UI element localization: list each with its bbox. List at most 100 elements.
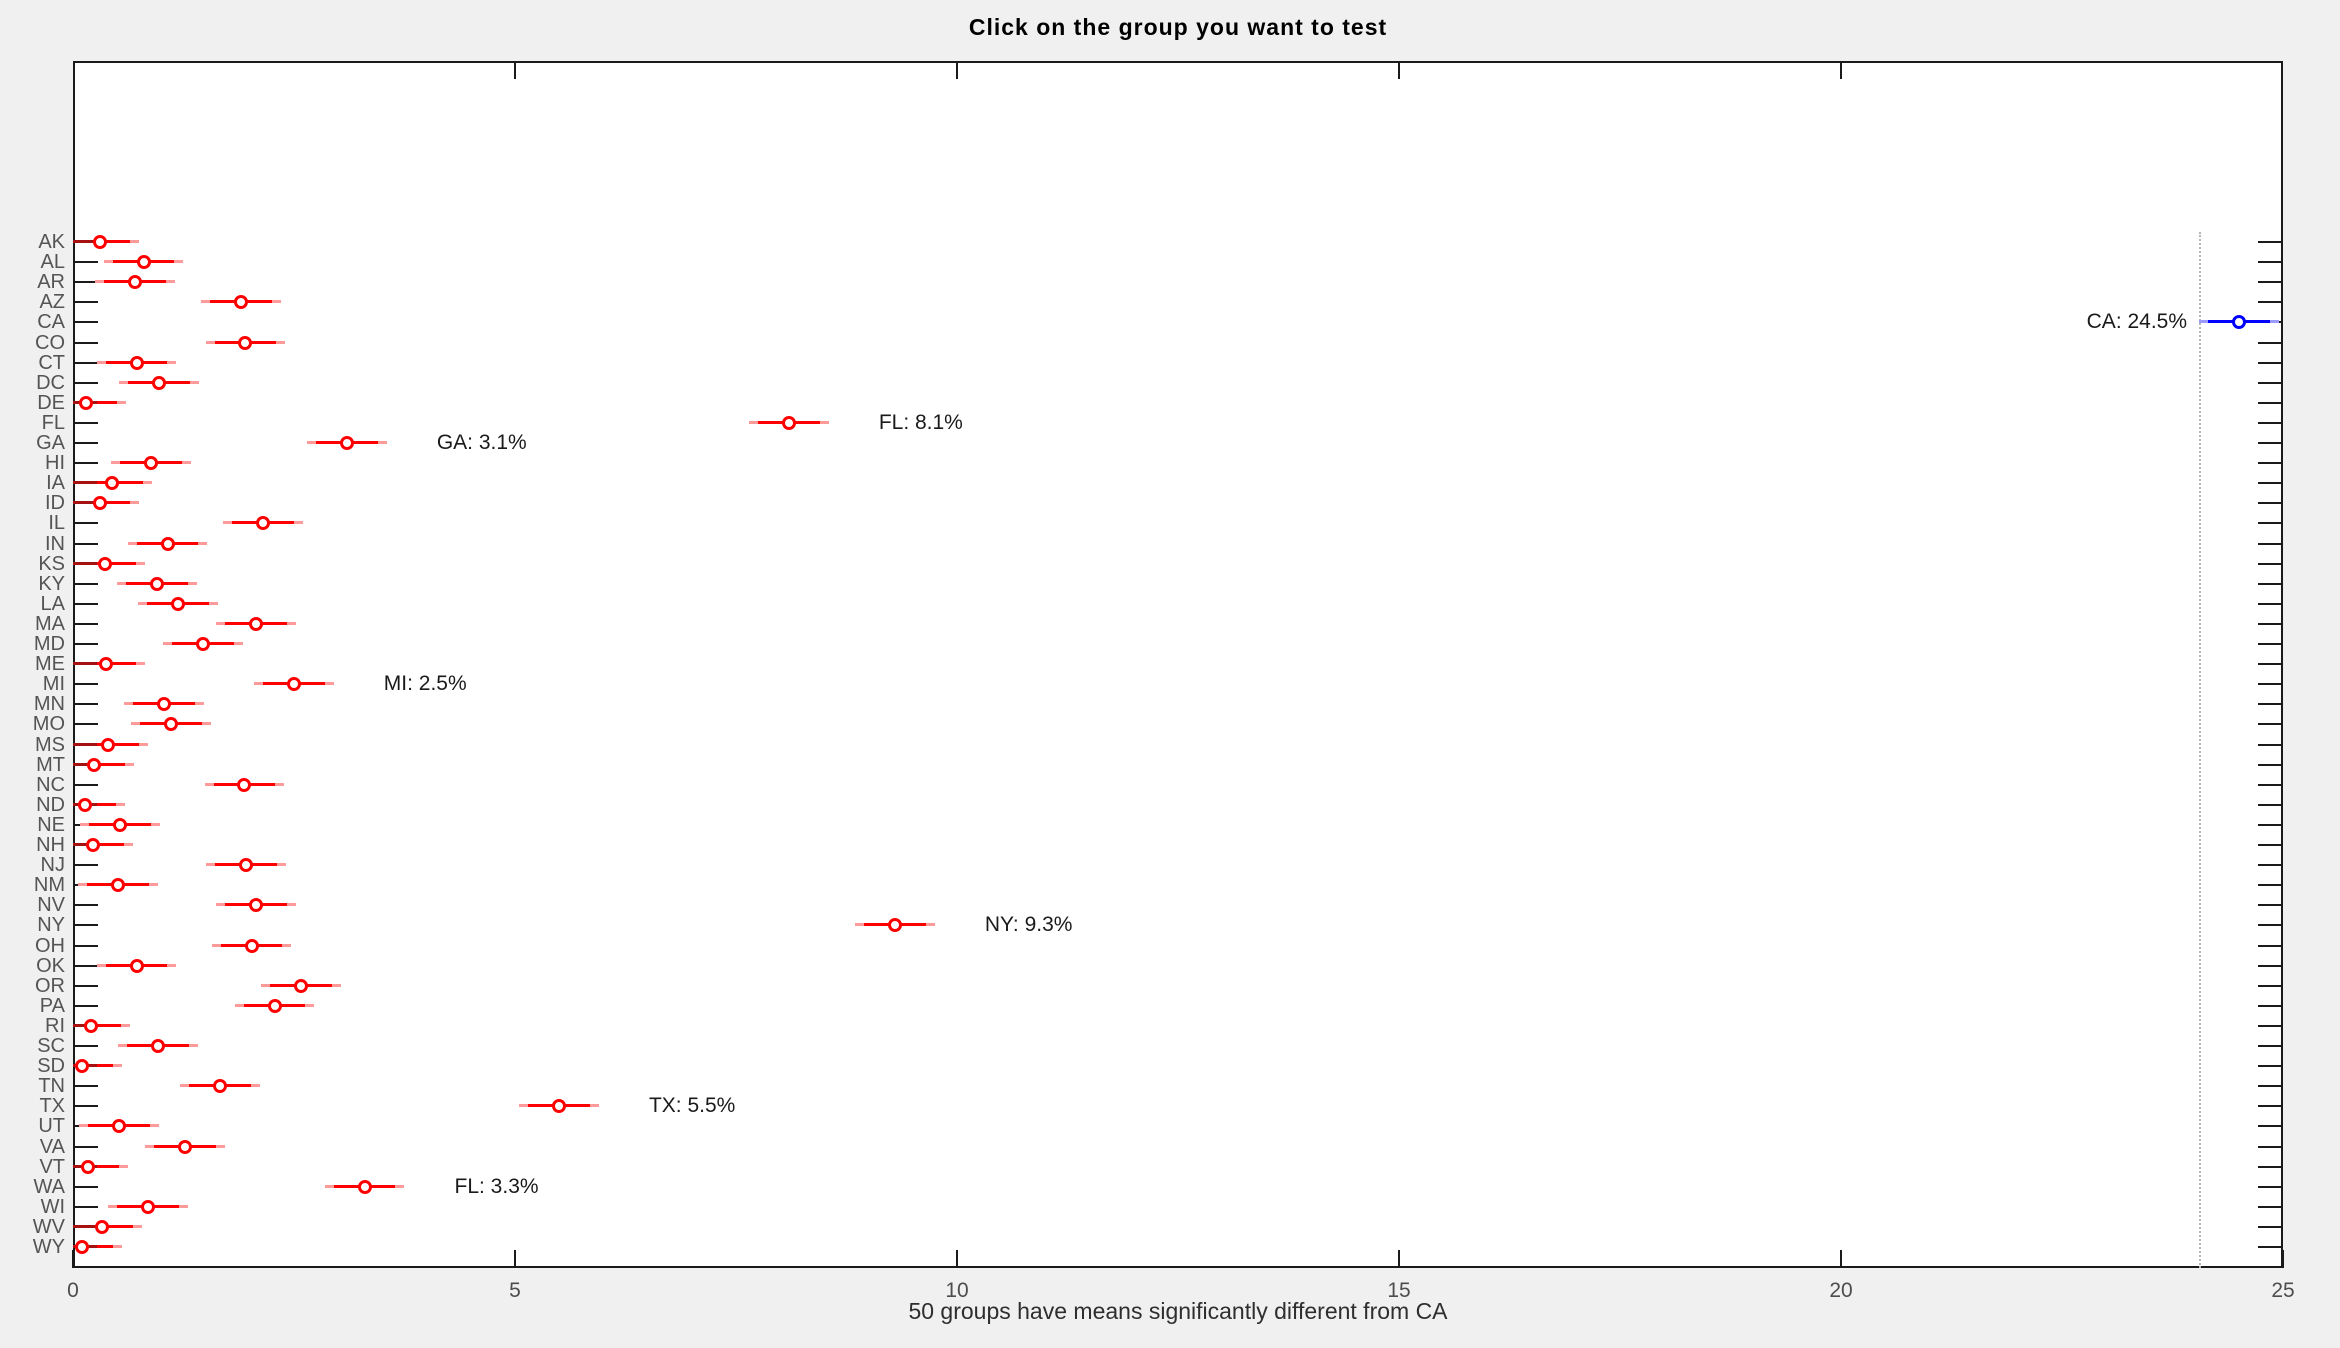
group-row-va[interactable] xyxy=(73,1137,2283,1157)
group-row-mo[interactable] xyxy=(73,714,2283,734)
group-interval-line[interactable] xyxy=(73,1245,122,1248)
group-row-pa[interactable] xyxy=(73,996,2283,1016)
group-row-de[interactable] xyxy=(73,393,2283,413)
group-mean-marker[interactable] xyxy=(157,697,172,712)
group-row-az[interactable] xyxy=(73,292,2283,312)
group-row-la[interactable] xyxy=(73,594,2283,614)
group-mean-marker[interactable] xyxy=(248,898,263,913)
group-row-ne[interactable] xyxy=(73,815,2283,835)
group-row-ma[interactable] xyxy=(73,614,2283,634)
group-mean-marker[interactable] xyxy=(164,717,179,732)
group-interval-line[interactable] xyxy=(73,843,134,846)
group-mean-marker[interactable] xyxy=(143,456,158,471)
group-row-ky[interactable] xyxy=(73,574,2283,594)
group-interval-line[interactable] xyxy=(73,802,126,806)
group-mean-marker[interactable] xyxy=(239,858,254,873)
group-row-ct[interactable] xyxy=(73,353,2283,373)
group-interval-line[interactable] xyxy=(73,1023,131,1027)
group-interval-line[interactable] xyxy=(73,1164,128,1168)
group-mean-marker[interactable] xyxy=(150,1039,165,1053)
group-mean-marker[interactable] xyxy=(149,576,164,591)
group-row-wv[interactable] xyxy=(73,1217,2283,1237)
group-row-sc[interactable] xyxy=(73,1036,2283,1056)
group-mean-marker[interactable] xyxy=(111,878,126,893)
group-row-ga[interactable]: GA: 3.1% xyxy=(73,431,2283,454)
group-mean-marker[interactable] xyxy=(357,1179,372,1194)
group-mean-marker[interactable] xyxy=(160,536,175,551)
group-mean-marker[interactable] xyxy=(2231,315,2246,330)
group-row-ia[interactable] xyxy=(73,473,2283,493)
group-mean-marker[interactable] xyxy=(92,496,107,511)
group-row-sd[interactable] xyxy=(73,1056,2283,1076)
group-mean-marker[interactable] xyxy=(141,1199,156,1214)
plot-area[interactable]: CA: 24.5% FL: 8.1% GA: 3.1% MI: 2.5% NY: 9.3… xyxy=(72,61,2284,1268)
group-mean-marker[interactable] xyxy=(78,797,93,812)
group-mean-marker[interactable] xyxy=(83,1018,98,1033)
group-mean-marker[interactable] xyxy=(287,677,301,692)
group-row-me[interactable] xyxy=(73,654,2283,674)
group-row-ok[interactable] xyxy=(73,956,2283,976)
group-mean-marker[interactable] xyxy=(98,657,113,672)
group-row-ut[interactable] xyxy=(73,1116,2283,1136)
group-mean-marker[interactable] xyxy=(244,938,259,953)
group-row-dc[interactable] xyxy=(73,373,2283,393)
group-mean-marker[interactable] xyxy=(95,1219,110,1234)
group-row-co[interactable] xyxy=(73,333,2283,353)
group-mean-marker[interactable] xyxy=(97,556,112,571)
group-mean-marker[interactable] xyxy=(888,918,903,933)
group-mean-marker[interactable] xyxy=(92,235,107,249)
group-mean-marker[interactable] xyxy=(136,255,151,270)
group-row-vt[interactable] xyxy=(73,1157,2283,1177)
group-mean-marker[interactable] xyxy=(195,637,210,651)
group-mean-marker[interactable] xyxy=(87,757,102,772)
group-mean-marker[interactable] xyxy=(74,1059,89,1074)
group-row-mn[interactable] xyxy=(73,694,2283,714)
group-row-il[interactable] xyxy=(73,513,2283,533)
group-row-wi[interactable] xyxy=(73,1197,2283,1217)
group-row-ri[interactable] xyxy=(73,1016,2283,1036)
group-row-tx[interactable]: TX: 5.5% xyxy=(73,1094,2283,1117)
group-row-ca[interactable]: CA: 24.5% xyxy=(73,310,2283,333)
group-row-oh[interactable] xyxy=(73,936,2283,956)
group-row-wa[interactable]: FL: 3.3% xyxy=(73,1175,2283,1198)
group-mean-marker[interactable] xyxy=(782,415,797,430)
group-mean-marker[interactable] xyxy=(129,958,144,973)
group-mean-marker[interactable] xyxy=(267,998,282,1013)
group-row-nj[interactable] xyxy=(73,855,2283,875)
group-interval-line[interactable] xyxy=(73,762,134,766)
group-mean-marker[interactable] xyxy=(151,375,166,390)
group-mean-marker[interactable] xyxy=(129,355,144,370)
group-mean-marker[interactable] xyxy=(111,1119,126,1134)
group-row-id[interactable] xyxy=(73,493,2283,513)
group-mean-marker[interactable] xyxy=(238,335,253,350)
group-row-ny[interactable]: NY: 9.3% xyxy=(73,913,2283,936)
group-mean-marker[interactable] xyxy=(74,1240,89,1254)
group-mean-marker[interactable] xyxy=(294,978,309,993)
group-row-ar[interactable] xyxy=(73,272,2283,292)
group-row-al[interactable] xyxy=(73,252,2283,272)
group-row-nm[interactable] xyxy=(73,875,2283,895)
group-mean-marker[interactable] xyxy=(237,777,252,792)
group-row-nc[interactable] xyxy=(73,775,2283,795)
group-interval-line[interactable] xyxy=(73,1064,122,1068)
group-mean-marker[interactable] xyxy=(81,1159,96,1174)
group-mean-marker[interactable] xyxy=(178,1139,193,1154)
group-row-nv[interactable] xyxy=(73,895,2283,915)
group-mean-marker[interactable] xyxy=(248,616,263,631)
group-row-nh[interactable] xyxy=(73,835,2283,855)
group-mean-marker[interactable] xyxy=(112,817,127,832)
group-mean-marker[interactable] xyxy=(552,1099,567,1114)
group-row-nd[interactable] xyxy=(73,795,2283,815)
group-mean-marker[interactable] xyxy=(127,275,142,290)
group-row-wy[interactable] xyxy=(73,1237,2283,1257)
group-row-ms[interactable] xyxy=(73,735,2283,755)
group-mean-marker[interactable] xyxy=(104,476,119,491)
group-row-mt[interactable] xyxy=(73,755,2283,775)
group-row-in[interactable] xyxy=(73,534,2283,554)
group-mean-marker[interactable] xyxy=(86,838,101,852)
group-mean-marker[interactable] xyxy=(171,596,186,611)
group-row-tn[interactable] xyxy=(73,1076,2283,1096)
group-mean-marker[interactable] xyxy=(233,295,248,310)
group-row-or[interactable] xyxy=(73,976,2283,996)
group-row-ks[interactable] xyxy=(73,554,2283,574)
